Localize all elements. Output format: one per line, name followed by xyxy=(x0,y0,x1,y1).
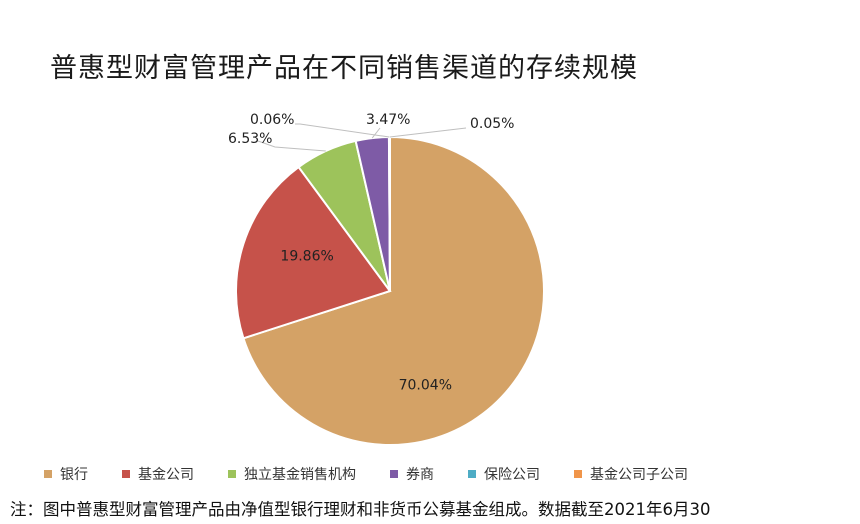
data-label-bank: 70.04% xyxy=(399,377,452,393)
legend-swatch xyxy=(574,470,582,478)
legend: 银行 基金公司 独立基金销售机构 券商 保险公司 基金公司子公司 xyxy=(44,462,722,486)
legend-label: 券商 xyxy=(406,467,434,483)
footnote: 注：图中普惠型财富管理产品由净值型银行理财和非货币公募基金组成。数据截至2021… xyxy=(10,500,711,519)
legend-swatch xyxy=(468,470,476,478)
legend-item-fund-company: 基金公司 xyxy=(122,464,194,484)
legend-label: 保险公司 xyxy=(484,467,540,483)
legend-label: 基金公司子公司 xyxy=(590,467,688,483)
legend-swatch xyxy=(390,470,398,478)
legend-label: 银行 xyxy=(60,467,88,483)
legend-swatch xyxy=(44,470,52,478)
leader-line-insurance xyxy=(295,123,390,138)
data-label-fund-company: 19.86% xyxy=(280,249,333,265)
legend-item-independent-sales: 独立基金销售机构 xyxy=(228,464,356,484)
legend-item-insurance: 保险公司 xyxy=(468,464,540,484)
data-label-fund-subsidiary: 0.05% xyxy=(470,116,514,132)
leader-line-independent-sales xyxy=(257,140,326,152)
data-label-independent-sales: 6.53% xyxy=(228,131,272,147)
data-label-insurance: 0.06% xyxy=(250,112,294,128)
legend-item-securities: 券商 xyxy=(390,464,434,484)
legend-label: 基金公司 xyxy=(138,467,194,483)
legend-item-fund-subsidiary: 基金公司子公司 xyxy=(574,464,688,484)
pie-slice-fund-company xyxy=(235,165,392,340)
chart-title: 普惠型财富管理产品在不同销售渠道的存续规模 xyxy=(50,53,638,84)
leader-line-securities xyxy=(371,127,381,139)
pie-slice-bank xyxy=(242,135,545,446)
legend-item-bank: 银行 xyxy=(44,464,88,484)
legend-label: 独立基金销售机构 xyxy=(244,467,356,483)
legend-swatch xyxy=(228,470,236,478)
pie-chart: 70.04% 19.86% 6.53% 3.47% 0.06% 0.05% xyxy=(228,112,545,446)
legend-swatch xyxy=(122,470,130,478)
leader-line-fund-subsidiary xyxy=(389,127,467,138)
data-label-securities: 3.47% xyxy=(366,112,410,128)
